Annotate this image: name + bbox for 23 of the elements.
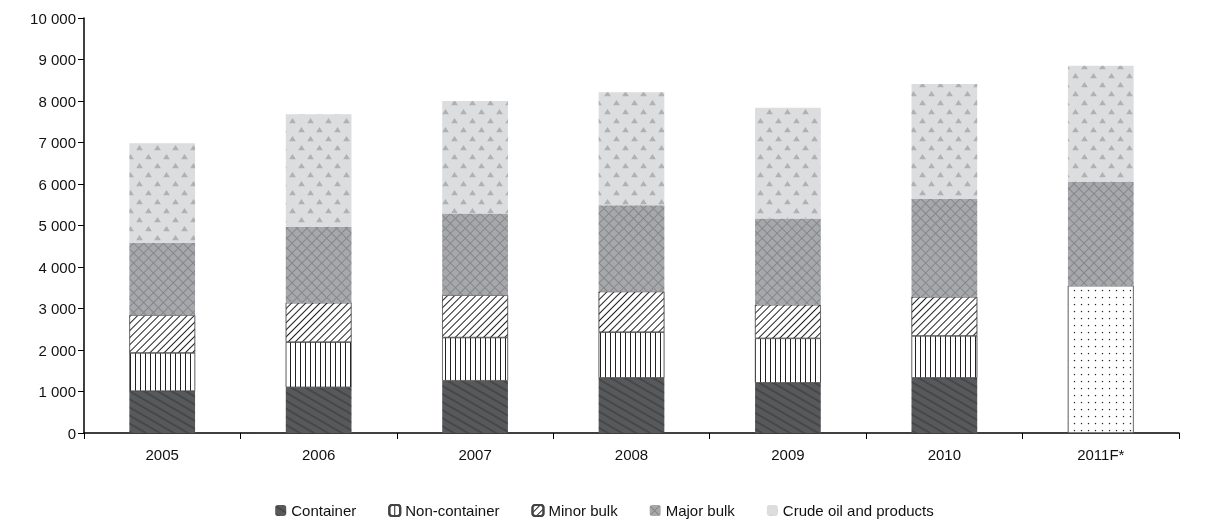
x-tick-label: 2009 [771, 446, 805, 463]
y-tick-label: 9 000 [38, 51, 76, 68]
y-tick-label: 2 000 [38, 341, 76, 359]
x-tick-label: 2011F* [1077, 446, 1125, 463]
y-tick-label: 4 000 [38, 258, 76, 276]
x-tick-label: 2007 [458, 446, 492, 463]
y-tick-label: 3 000 [38, 300, 76, 317]
legend-label: Crude oil and products [782, 502, 934, 519]
y-tick-label: 0 [67, 424, 76, 442]
y-tick-label: 7 000 [38, 134, 76, 151]
y-tick-label: 8 000 [38, 92, 76, 110]
legend-label: Non-container [405, 502, 500, 519]
y-tick-label: 10 000 [30, 9, 76, 27]
legend-label: Container [291, 502, 357, 519]
x-tick-label: 2010 [927, 446, 962, 463]
x-tick-label: 2008 [614, 446, 649, 463]
x-tick-label: 2005 [145, 446, 179, 463]
legend-label: Minor bulk [548, 502, 619, 519]
y-tick-label: 5 000 [38, 217, 76, 234]
y-tick-label: 1 000 [38, 383, 76, 400]
x-tick-label: 2006 [301, 446, 336, 463]
y-tick-label: 6 000 [38, 175, 76, 193]
legend-label: Major bulk [665, 502, 736, 519]
